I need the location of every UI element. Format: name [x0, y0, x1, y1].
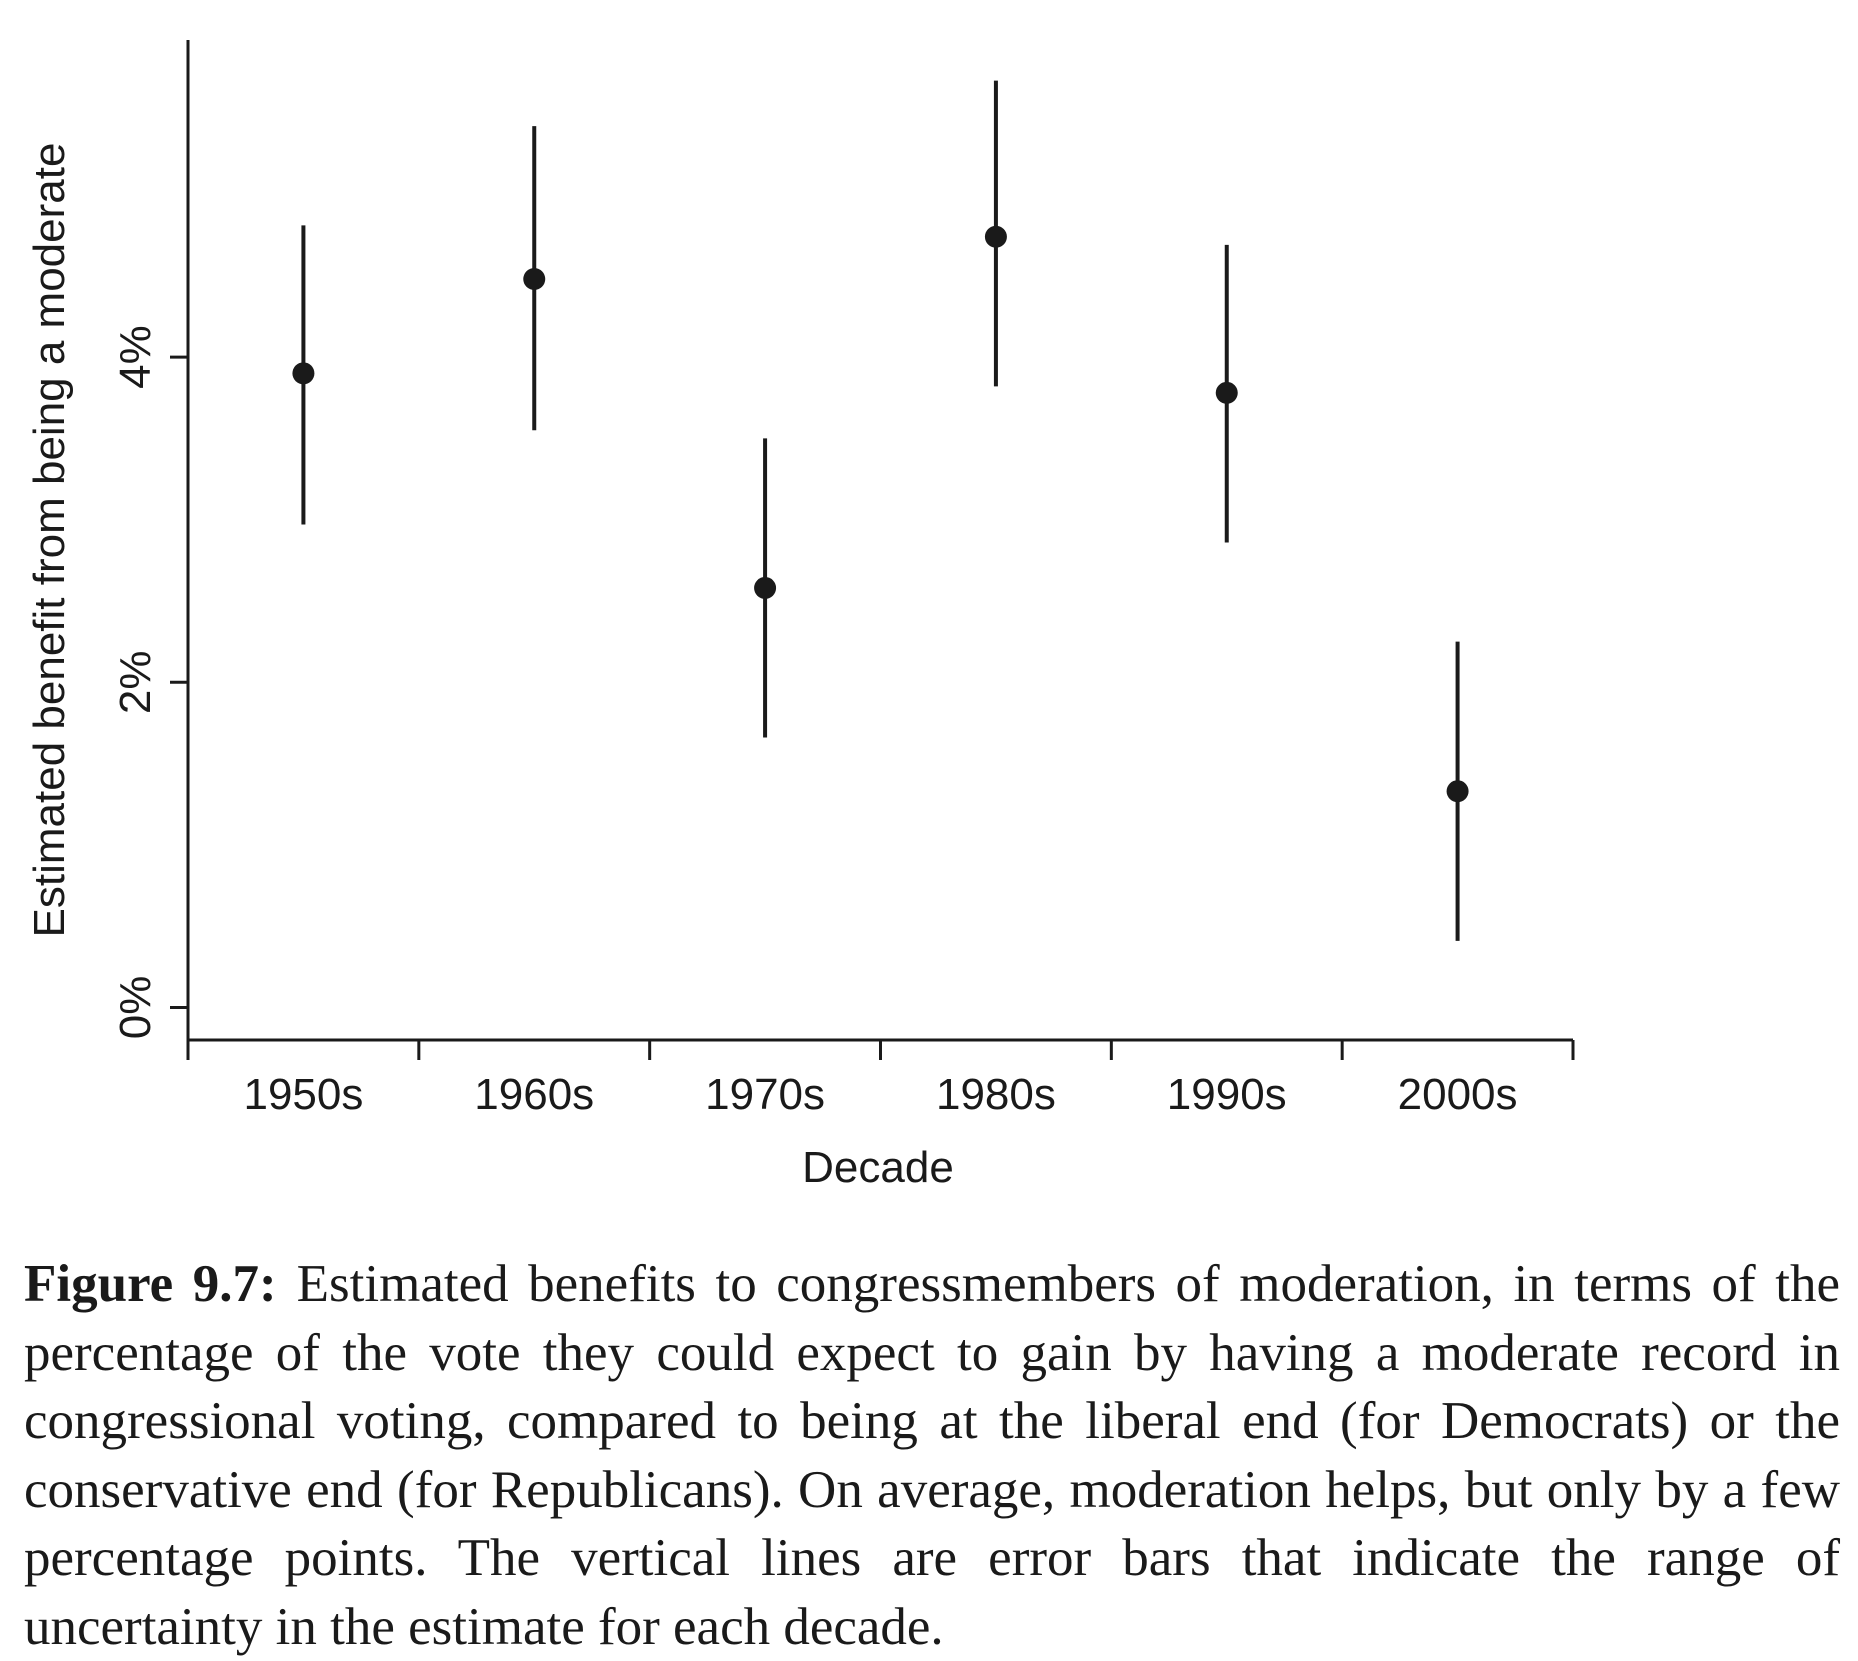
chart: 0% 2% 4% 1950s 1960s 1970s 1980s 1990s 2000s Est…: [25, 40, 1575, 1192]
figure-caption-text: Estimated benefits to congressmembers of…: [24, 1255, 1841, 1656]
figure-caption-label: Figure 9.7:: [24, 1255, 277, 1313]
x-axis-label: Decade: [802, 1143, 954, 1192]
axes: 0% 2% 4% 1950s 1960s 1970s 1980s 1990s 2000s: [111, 40, 1575, 1119]
y-tick-label: 2%: [111, 650, 160, 714]
figure-caption: Figure 9.7: Estimated benefits to congres…: [24, 1250, 1840, 1661]
estimate-point: [1215, 381, 1238, 404]
estimate-point: [523, 268, 546, 291]
estimate-point: [754, 576, 777, 599]
x-tick-label: 1990s: [1167, 1070, 1287, 1119]
y-tick-label: 0%: [111, 976, 160, 1040]
x-tick-label: 1950s: [243, 1070, 363, 1119]
estimate-point: [292, 362, 315, 385]
estimate-point: [984, 225, 1007, 248]
x-tick-label: 2000s: [1398, 1070, 1518, 1119]
x-tick-label: 1970s: [705, 1070, 825, 1119]
x-tick-label: 1960s: [474, 1070, 594, 1119]
y-axis-label: Estimated benefit from being a moderate: [25, 143, 74, 938]
y-tick-label: 4%: [111, 325, 160, 389]
x-tick-label: 1980s: [936, 1070, 1056, 1119]
estimate-point: [1446, 780, 1469, 803]
chart-marks: [292, 80, 1469, 941]
